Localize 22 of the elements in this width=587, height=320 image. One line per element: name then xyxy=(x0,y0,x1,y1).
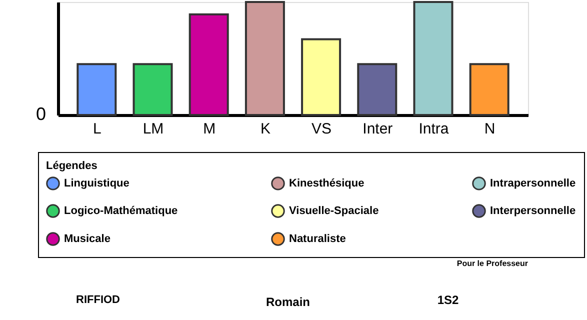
legend-label: Naturaliste xyxy=(289,233,346,245)
x-tick-label: Inter xyxy=(362,120,393,138)
legend-label: Interpersonnelle xyxy=(490,205,576,217)
text: RIFFIOD xyxy=(76,294,120,306)
legend-label: Visuelle-Spaciale xyxy=(289,205,379,217)
text: 1S2 xyxy=(437,293,459,307)
x-tick-label: L xyxy=(92,120,102,138)
text: Pour le Professeur xyxy=(456,259,528,268)
legend-title: Légendes xyxy=(46,160,98,172)
text: Romain xyxy=(266,295,310,309)
legend-label: Kinesthésique xyxy=(289,177,364,190)
legend-label: Linguistique xyxy=(64,177,130,190)
x-tick-label: LM xyxy=(142,120,164,138)
legend-label: Logico-Mathématique xyxy=(64,205,178,217)
legend-label: Musicale xyxy=(64,233,110,245)
x-tick-label: VS xyxy=(312,120,332,138)
x-tick-label: K xyxy=(260,120,270,138)
text: 0 xyxy=(36,104,46,124)
x-tick-label: N xyxy=(484,120,496,138)
x-tick-label: M xyxy=(203,120,216,138)
x-tick-label: Intra xyxy=(418,120,450,138)
legend-label: Intrapersonnelle xyxy=(490,177,576,190)
